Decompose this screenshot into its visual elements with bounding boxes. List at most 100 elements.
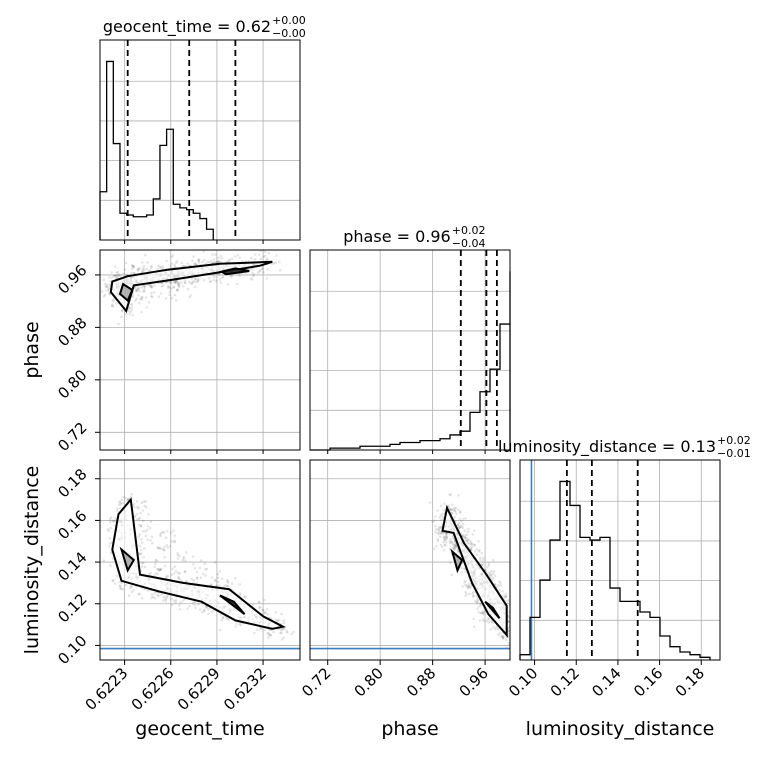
scatter-point: [505, 592, 508, 596]
scatter-point: [504, 595, 508, 598]
scatter-point: [199, 559, 203, 562]
contours-luminosity-distance-vs-geocent-time: [111, 497, 287, 630]
scatter-point: [258, 606, 261, 609]
scatter-point: [177, 283, 180, 286]
scatter-point: [266, 632, 270, 635]
scatter-point: [216, 580, 220, 584]
scatter-point: [230, 582, 234, 585]
scatter-point: [108, 520, 112, 524]
scatter-point: [165, 543, 169, 547]
scatter-point: [175, 289, 179, 292]
scatter-point: [132, 271, 136, 275]
scatter-point: [442, 536, 446, 539]
scatter-point: [266, 268, 270, 271]
scatter-point: [228, 260, 231, 263]
scatter-point: [120, 308, 124, 312]
scatter-point: [140, 552, 143, 555]
scatter-point: [292, 630, 295, 634]
scatter-point: [478, 619, 482, 622]
scatter-point: [191, 281, 195, 284]
scatter-point: [131, 295, 135, 298]
scatter-point: [438, 525, 441, 529]
scatter-point: [113, 265, 117, 269]
xtick-label-luminosity-distance-0: 0.10: [505, 664, 541, 700]
scatter-point: [186, 262, 190, 266]
scatter-point: [236, 254, 240, 257]
scatter-point: [189, 294, 192, 297]
scatter-point: [137, 507, 140, 510]
scatter-point: [157, 594, 160, 598]
scatter-point: [437, 528, 440, 532]
scatter-point: [174, 569, 178, 573]
scatter-point: [464, 594, 467, 598]
scatter-point: [167, 286, 170, 290]
scatter-point: [141, 529, 145, 533]
scatter-point: [467, 542, 471, 546]
scatter-point: [464, 517, 467, 520]
scatter-point: [487, 562, 491, 565]
scatter-point: [158, 533, 162, 536]
scatter-point: [171, 254, 175, 257]
scatter-point: [143, 285, 146, 288]
scatter-point: [103, 293, 107, 297]
scatter-point: [194, 278, 197, 281]
scatter-point: [170, 573, 174, 577]
scatter-point: [181, 559, 185, 562]
scatter-point: [464, 590, 467, 594]
scatter-point: [216, 572, 220, 576]
scatter-point: [474, 600, 477, 603]
scatter-point: [459, 510, 463, 513]
scatter-point: [229, 275, 232, 278]
scatter-point: [251, 274, 255, 278]
scatter-point: [238, 274, 241, 278]
scatter-point: [238, 583, 242, 586]
scatter-point: [157, 295, 161, 298]
scatter-point: [267, 632, 270, 635]
scatter-point: [201, 610, 204, 614]
scatter-point: [190, 577, 193, 581]
scatter-point: [162, 284, 165, 287]
scatter-point: [155, 559, 158, 562]
scatter-point: [445, 536, 449, 540]
scatter-point: [130, 263, 134, 267]
scatter-point: [183, 569, 187, 573]
scatter-point: [280, 612, 283, 616]
contour-luminosity-distance-vs-geocent-time-2: [219, 594, 246, 615]
scatter-point: [117, 274, 121, 277]
scatter-point: [141, 509, 145, 512]
scatter-point: [490, 569, 493, 573]
y-axis-label-phase: phase: [21, 321, 43, 378]
scatter-point: [212, 261, 216, 264]
scatter-point: [497, 583, 500, 587]
scatter-point: [226, 584, 229, 588]
scatter-point: [146, 538, 149, 542]
scatter-point: [180, 261, 184, 265]
panel-geocent-time-hist: geocent_time = 0.62 +0.00 −0.00: [99, 14, 306, 241]
scatter-point: [151, 541, 154, 545]
scatter-point: [139, 512, 142, 515]
scatter-point: [126, 498, 129, 501]
scatter-point: [162, 548, 166, 552]
scatter-point: [481, 562, 485, 566]
scatter-point: [169, 531, 173, 534]
scatter-point: [475, 553, 479, 557]
scatter-point: [278, 618, 281, 622]
scatter-point: [199, 576, 203, 579]
scatter-point: [207, 277, 211, 280]
scatter-point: [221, 616, 225, 620]
scatter-point: [487, 564, 491, 567]
scatter-point: [164, 297, 168, 300]
quantiles-luminosity-distance: [565, 460, 639, 660]
scatter-point: [215, 279, 218, 283]
scatter-point: [192, 562, 195, 566]
scatter-point: [122, 272, 125, 275]
scatter-point: [230, 275, 234, 278]
scatter-point: [160, 285, 164, 288]
scatter-point: [238, 256, 242, 260]
scatter-point: [472, 590, 475, 594]
scatter-point: [494, 583, 497, 586]
scatter-point: [132, 588, 135, 592]
histogram-geocent-time: [99, 60, 214, 240]
scatter-point: [440, 512, 444, 516]
scatter-point: [165, 595, 168, 598]
